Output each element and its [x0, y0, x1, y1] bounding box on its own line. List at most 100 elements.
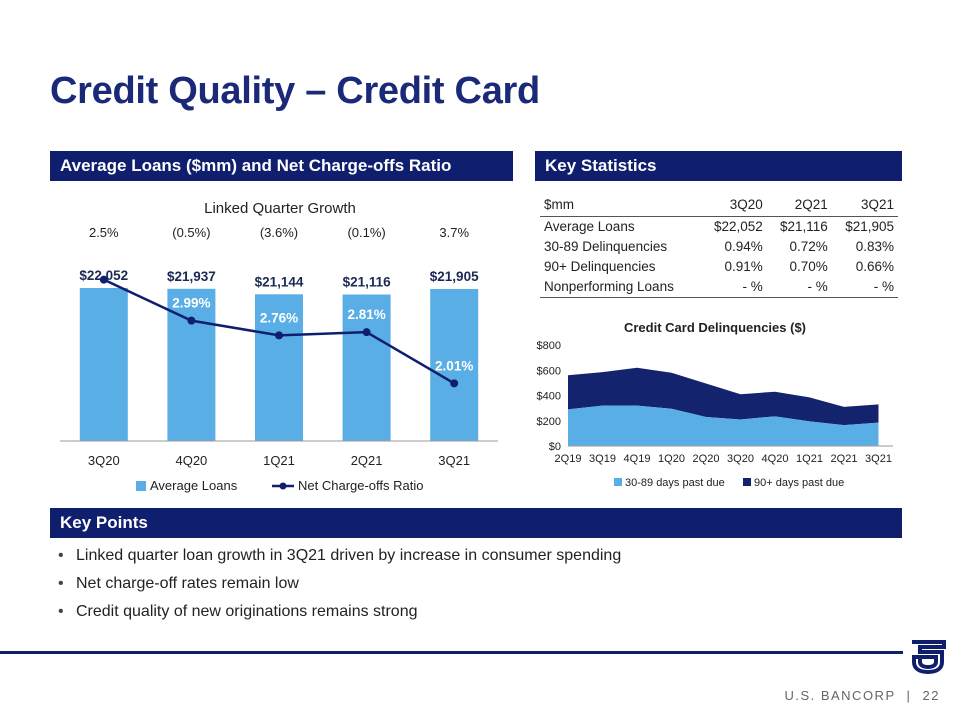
line-value-label: 2.01% [435, 358, 473, 373]
bar-average-loans [79, 288, 128, 441]
growth-label: 3.7% [439, 225, 469, 240]
list-item: • Credit quality of new originations rema… [58, 602, 621, 630]
row-label: 30-89 Delinquencies [544, 239, 668, 254]
table-row: 30-89 Delinquencies 0.94% 0.72% 0.83% [540, 237, 898, 257]
key-point-text: Credit quality of new originations remai… [76, 603, 418, 620]
table-cell: - % [831, 277, 898, 298]
list-item: • Linked quarter loan growth in 3Q21 driv… [58, 546, 621, 574]
table-row: 90+ Delinquencies 0.91% 0.70% 0.66% [540, 257, 898, 277]
x-tick-label: 3Q21 [438, 453, 470, 468]
point-net-charge-offs [187, 316, 196, 325]
key-statistics-table: $mm 3Q20 2Q21 3Q21 Average Loans $22,052… [540, 194, 898, 298]
col-header: $mm [540, 194, 701, 217]
col-header: 3Q20 [700, 194, 767, 217]
section-header-key-points: Key Points [50, 508, 902, 538]
section-header-key-statistics: Key Statistics [535, 151, 902, 181]
bar-value-label: $21,144 [255, 274, 304, 289]
table-cell: $22,052 [713, 219, 763, 234]
table-cell: 0.94% [724, 239, 763, 254]
x-tick-label: 4Q20 [762, 453, 789, 465]
point-net-charge-offs [362, 328, 371, 337]
x-tick-label: 2Q20 [693, 453, 720, 465]
table-cell: - % [766, 277, 832, 298]
usbank-shield-logo [912, 640, 946, 675]
point-net-charge-offs [275, 331, 283, 340]
x-tick-label: 1Q21 [263, 453, 295, 468]
key-point-text: Linked quarter loan growth in 3Q21 drive… [76, 547, 622, 564]
x-tick-label: 4Q20 [175, 453, 207, 468]
table-cell: 0.70% [789, 259, 828, 274]
area-90-plus-days [568, 367, 879, 426]
line-value-label: 2.81% [347, 307, 385, 322]
legend-label-average-loans: Average Loans [150, 478, 238, 493]
line-value-label: 3.63% [85, 255, 123, 270]
linked-quarter-growth-title: Linked Quarter Growth [204, 200, 356, 217]
legend-swatch-90-plus-days [743, 478, 751, 486]
table-cell: 0.83% [855, 239, 894, 254]
area-30-89-days [568, 405, 879, 446]
point-net-charge-offs [450, 379, 459, 388]
growth-label: (3.6%) [260, 225, 298, 240]
line-value-label: 2.99% [172, 296, 210, 311]
delinquencies-chart: Credit Card Delinquencies ($) $0 $200 $400… [537, 320, 893, 489]
bar-average-loans [342, 294, 391, 441]
bar-average-loans [430, 289, 479, 441]
footer: U.S. BANCORP | 22 [784, 688, 940, 703]
row-label: 90+ Delinquencies [544, 259, 656, 274]
x-tick-label: 3Q19 [589, 453, 616, 465]
x-tick-label: 3Q21 [865, 453, 892, 465]
legend-swatch-30-89-days [614, 478, 622, 486]
row-label: Nonperforming Loans [540, 277, 701, 298]
growth-label: 2.5% [89, 225, 119, 240]
y-tick-label: $0 [549, 441, 561, 453]
table-cell: 0.66% [855, 259, 894, 274]
x-tick-label: 1Q20 [658, 453, 685, 465]
row-label: Average Loans [544, 219, 635, 234]
table-cell: $21,905 [845, 219, 894, 234]
page-number: 22 [922, 688, 940, 703]
y-tick-label: $400 [537, 391, 561, 403]
key-points-list: • Linked quarter loan growth in 3Q21 driv… [58, 546, 621, 630]
table-cell: 0.72% [789, 239, 828, 254]
bar-value-label: $22,052 [79, 268, 128, 283]
point-net-charge-offs [99, 275, 108, 284]
x-tick-label: 3Q20 [727, 453, 754, 465]
legend-label-30-89-days: 30-89 days past due [625, 477, 725, 489]
col-header: 2Q21 [766, 194, 832, 217]
growth-label: (0.1%) [347, 225, 385, 240]
growth-label: (0.5%) [172, 225, 210, 240]
legend-marker-net-charge-offs [279, 482, 287, 490]
page-title: Credit Quality – Credit Card [50, 70, 540, 112]
x-tick-label: 1Q21 [796, 453, 823, 465]
table-cell: $21,116 [779, 219, 828, 234]
x-tick-label: 2Q19 [555, 453, 582, 465]
y-tick-label: $600 [537, 365, 561, 377]
table-cell: 0.91% [724, 259, 763, 274]
x-tick-label: 2Q21 [351, 453, 383, 468]
footer-divider [0, 651, 903, 654]
table-row: Nonperforming Loans - % - % - % [540, 277, 898, 298]
key-point-text: Net charge-off rates remain low [76, 575, 299, 592]
list-item: • Net charge-off rates remain low [58, 574, 621, 602]
bar-average-loans [255, 294, 303, 441]
company-name: U.S. BANCORP [784, 688, 896, 703]
section-header-average-loans: Average Loans ($mm) and Net Charge-offs … [50, 151, 513, 181]
bullet: • [58, 547, 64, 564]
x-tick-label: 4Q19 [624, 453, 651, 465]
y-tick-label: $200 [537, 416, 561, 428]
y-tick-label: $800 [537, 340, 561, 352]
col-header: 3Q21 [831, 194, 898, 217]
legend-label-net-charge-offs: Net Charge-offs Ratio [298, 478, 424, 493]
legend-label-90-plus-days: 90+ days past due [754, 477, 844, 489]
bar-value-label: $21,937 [167, 269, 216, 284]
average-loans-chart: Linked Quarter Growth 2.5% (0.5%) (3.6%) (0… [60, 200, 498, 493]
footer-separator: | [906, 688, 912, 703]
bullet: • [58, 603, 64, 620]
bullet: • [58, 575, 64, 592]
x-tick-label: 3Q20 [88, 453, 120, 468]
table-cell: - % [700, 277, 767, 298]
legend-swatch-average-loans [136, 481, 146, 491]
line-value-label: 2.76% [260, 310, 298, 325]
delinquencies-chart-title: Credit Card Delinquencies ($) [624, 320, 806, 335]
bar-value-label: $21,116 [343, 274, 392, 289]
